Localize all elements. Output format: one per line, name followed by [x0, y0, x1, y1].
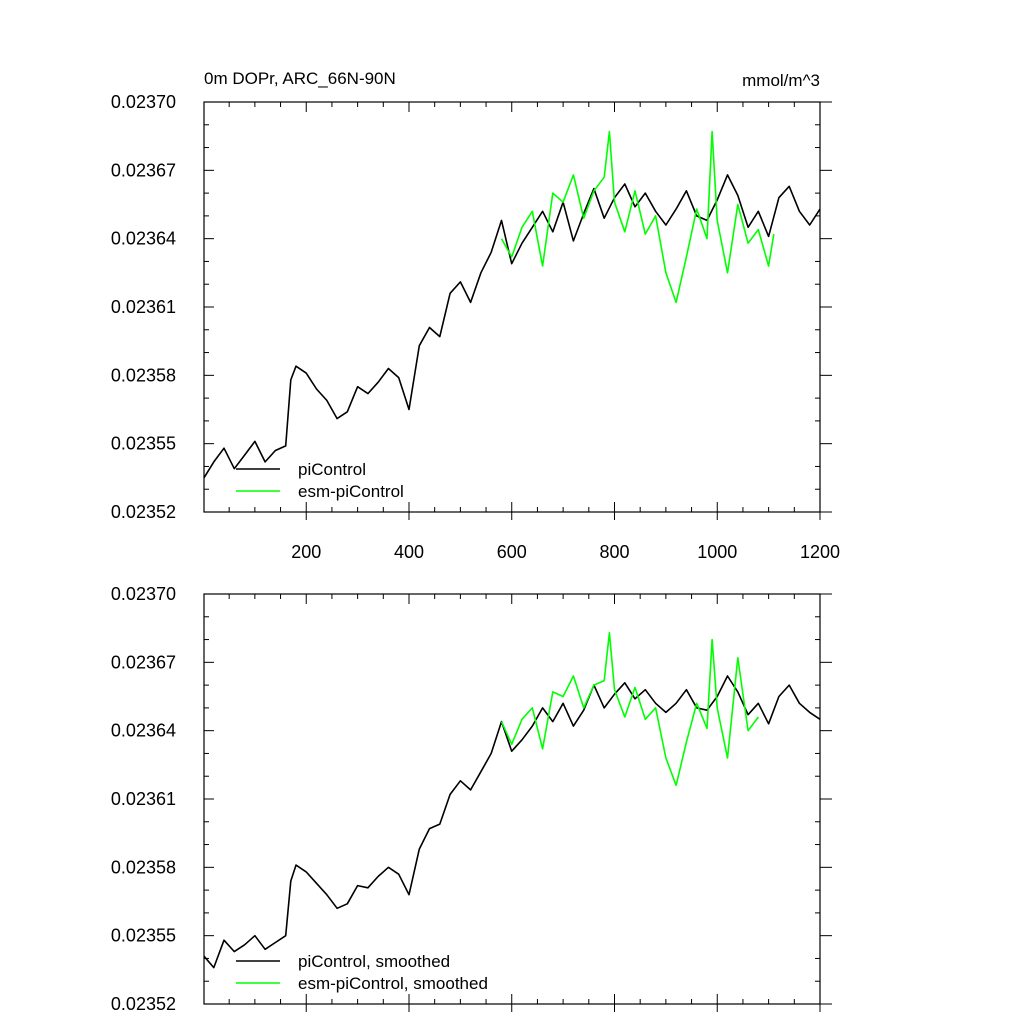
top-panel-x-tick-labels: 200 400 600 800 1000 1200 — [291, 542, 840, 562]
series-line-esm-picontrol — [500, 130, 775, 304]
units-label: mmol/m^3 — [742, 71, 820, 90]
y-tick-label: 0.02352 — [111, 502, 176, 522]
bottom-panel-series — [203, 631, 821, 969]
top-panel-legend: piControl esm-piControl — [236, 460, 404, 501]
x-tick-label: 400 — [394, 542, 424, 562]
y-tick-label: 0.02352 — [111, 994, 176, 1014]
y-tick-label: 0.02367 — [111, 652, 176, 672]
x-tick-label: 1200 — [800, 542, 840, 562]
y-tick-label: 0.02367 — [111, 160, 176, 180]
bottom-panel-frame — [203, 593, 821, 1005]
y-tick-label: 0.02355 — [111, 434, 176, 454]
y-tick-label: 0.02370 — [111, 584, 176, 604]
legend-label-esm-picontrol-smoothed: esm-piControl, smoothed — [298, 974, 488, 993]
top-panel-series — [203, 130, 821, 479]
legend-label-esm-picontrol: esm-piControl — [298, 482, 404, 501]
top-panel-y-tick-labels: 0.02352 0.02355 0.02358 0.02361 0.02364 0.023… — [111, 92, 176, 522]
y-tick-label: 0.02370 — [111, 92, 176, 112]
chart-title: 0m DOPr, ARC_66N-90N — [204, 69, 396, 88]
legend-label-picontrol: piControl — [298, 460, 366, 479]
y-tick-label: 0.02355 — [111, 926, 176, 946]
series-line-esm-picontrol-smoothed — [500, 631, 759, 787]
top-panel-frame — [203, 101, 821, 513]
y-tick-label: 0.02358 — [111, 365, 176, 385]
bottom-panel: 0.02352 0.02355 0.02358 0.02361 0.02364 0.023… — [111, 584, 832, 1014]
top-panel: 0m DOPr, ARC_66N-90N mmol/m^3 0.023520.0… — [111, 69, 840, 562]
top-panel-ticks — [204, 101, 832, 520]
series-line-picontrol-smoothed — [203, 675, 821, 969]
y-tick-label: 0.02361 — [111, 297, 176, 317]
legend-label-picontrol-smoothed: piControl, smoothed — [298, 952, 450, 971]
y-tick-label: 0.02364 — [111, 721, 176, 741]
y-tick-label: 0.02361 — [111, 789, 176, 809]
bottom-panel-ticks — [204, 593, 832, 1012]
x-tick-label: 200 — [291, 542, 321, 562]
x-tick-label: 600 — [497, 542, 527, 562]
x-tick-label: 800 — [599, 542, 629, 562]
bottom-panel-legend: piControl, smoothed esm-piControl, smoot… — [236, 952, 488, 993]
x-tick-label: 1000 — [697, 542, 737, 562]
y-tick-label: 0.02364 — [111, 229, 176, 249]
bottom-panel-y-tick-labels: 0.02352 0.02355 0.02358 0.02361 0.02364 0.023… — [111, 584, 176, 1014]
y-tick-label: 0.02358 — [111, 857, 176, 877]
